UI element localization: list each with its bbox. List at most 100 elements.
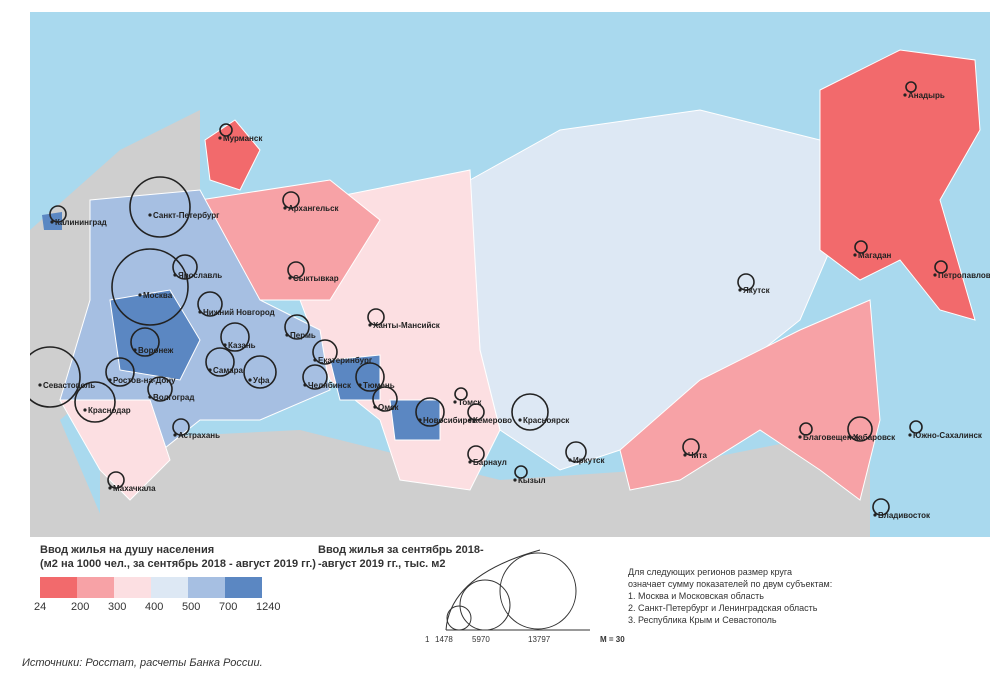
volume-circle [682, 438, 700, 456]
city-label: Москва [143, 291, 173, 300]
volume-circle [74, 381, 116, 423]
color-tick: 1240 [256, 601, 281, 613]
volume-circle [147, 376, 173, 402]
note-line2: означает сумму показателей по двум субъе… [628, 579, 833, 589]
volume-circle [197, 291, 223, 317]
city-dot [933, 273, 937, 277]
city-dot [288, 276, 292, 280]
city-dot [173, 273, 177, 277]
volume-circle [30, 346, 81, 408]
volume-circle [219, 123, 233, 137]
volume-circle [909, 420, 923, 434]
volume-circle [467, 445, 485, 463]
city-label: Пермь [290, 331, 316, 340]
city-label: Новосибирск [423, 416, 477, 425]
note-item: 3. Республика Крым и Севастополь [628, 615, 777, 625]
volume-circle [737, 273, 755, 291]
volume-circle [287, 261, 305, 279]
city-label: Петропавловск-Камчатский [938, 271, 990, 280]
city-label: Хабаровск [853, 433, 896, 442]
volume-circle [514, 465, 528, 479]
city-dot [738, 288, 742, 292]
volume-circle [367, 308, 385, 326]
russia-housing-map: Мурманск Архангельск Санкт-Петербург Калини… [30, 12, 990, 537]
color-tick: 24 [34, 601, 47, 613]
volume-circle [312, 339, 338, 365]
city-label: Воронеж [138, 346, 174, 355]
volume-circle [799, 422, 813, 436]
size-legend-title: Ввод жилья за сентябрь 2018- -август 2019… [318, 543, 484, 571]
city-dot [285, 333, 289, 337]
city-dot [303, 383, 307, 387]
city-label: Санкт-Петербург [153, 211, 220, 220]
city-dot [218, 136, 222, 140]
city-dot [683, 453, 687, 457]
city-label: Барнаул [473, 458, 507, 467]
city-dot [38, 383, 42, 387]
size-scale: M = 30 [600, 635, 625, 644]
city-label: Калининград [55, 218, 107, 227]
volume-circle [220, 322, 250, 352]
city-label: Нижний Новгород [203, 308, 275, 317]
color-ramp [40, 577, 262, 598]
city-dot [418, 418, 422, 422]
volume-circle [282, 191, 300, 209]
city-dot [358, 383, 362, 387]
city-label: Сыктывкар [293, 274, 339, 283]
city-label: Иркутск [573, 456, 605, 465]
volume-circle [511, 393, 549, 431]
city-dot [373, 405, 377, 409]
city-label: Чита [688, 451, 707, 460]
city-label: Мурманск [223, 134, 263, 143]
color-swatch [40, 577, 77, 598]
city-dot [798, 435, 802, 439]
volume-circle [454, 387, 468, 401]
city-label: Севастополь [43, 381, 95, 390]
color-swatch [77, 577, 114, 598]
city-dot [313, 358, 317, 362]
city-label: Красноярск [523, 416, 570, 425]
city-dot [133, 348, 137, 352]
city-label: Махачкала [113, 484, 156, 493]
volume-circle [205, 347, 235, 377]
volume-circle [905, 81, 917, 93]
city-label: Благовещенск [803, 433, 861, 442]
size-legend: 1 1478 5970 13797 M = 30 [425, 549, 625, 644]
city-label: Анадырь [908, 91, 945, 100]
volume-circle [854, 240, 868, 254]
volume-circle [105, 357, 135, 387]
note-item: 2. Санкт-Петербург и Ленинградская облас… [628, 603, 818, 613]
city-label: Самара [213, 366, 243, 375]
city-label: Магадан [858, 251, 892, 260]
size-legend-title-line2: -август 2019 гг., тыс. м2 [318, 558, 446, 570]
color-tick: 300 [108, 601, 127, 613]
city-dot [873, 513, 877, 517]
city-dot [518, 418, 522, 422]
city-label: Ханты-Мансийск [373, 321, 441, 330]
city-dot [148, 395, 152, 399]
city-label: Архангельск [288, 204, 340, 213]
city-dot [83, 408, 87, 412]
city-dot [368, 323, 372, 327]
city-dot [50, 220, 54, 224]
size-tick-5970: 5970 [472, 635, 490, 644]
volume-circle [111, 248, 189, 326]
volume-circle [372, 386, 398, 412]
city-label: Казань [228, 341, 256, 350]
city-dot [283, 206, 287, 210]
volume-circle [243, 355, 277, 389]
city-label: Якутск [743, 286, 771, 295]
volume-circle [934, 260, 948, 274]
city-dot [208, 368, 212, 372]
volume-circle [130, 327, 160, 357]
city-dot [908, 433, 912, 437]
note-line1: Для следующих регионов размер круга [628, 567, 792, 577]
city-dot [568, 458, 572, 462]
volume-circle [415, 397, 445, 427]
city-dot [198, 310, 202, 314]
city-label: Волгоград [153, 393, 194, 402]
city-label: Ростов-на-Дону [113, 376, 176, 385]
aggregation-note: Для следующих регионов размер круга озна… [628, 566, 832, 626]
volume-circle [172, 254, 198, 280]
region-south [59, 399, 171, 501]
